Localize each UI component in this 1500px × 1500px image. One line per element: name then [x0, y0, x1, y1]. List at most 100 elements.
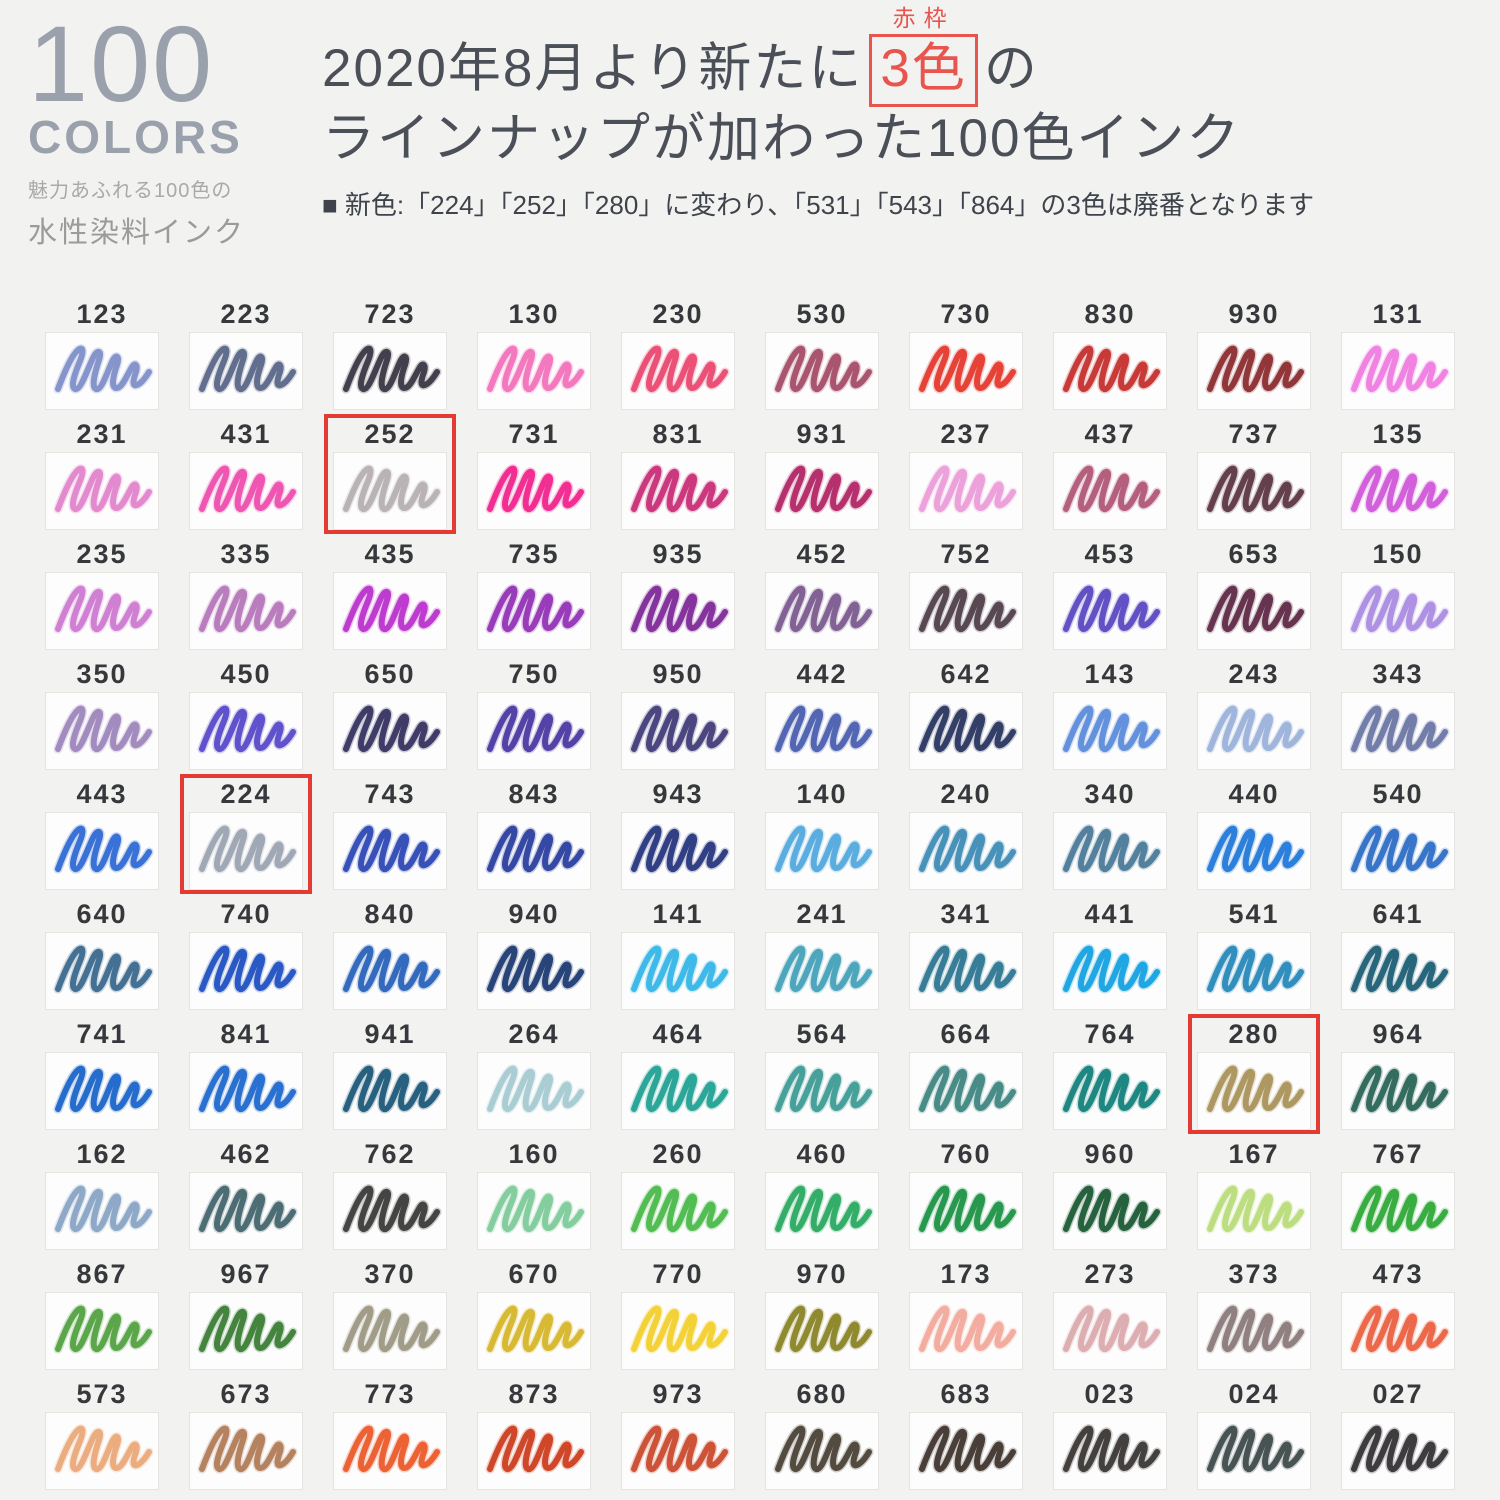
- ink-swatch: [909, 932, 1023, 1010]
- ink-number: 027: [1372, 1379, 1424, 1409]
- ink-number: 243: [1228, 659, 1280, 689]
- ink-swatch-cell: 167: [1182, 1138, 1326, 1258]
- ink-number: 964: [1372, 1019, 1424, 1049]
- ink-swatch: [1197, 1052, 1311, 1130]
- ink-number: 231: [76, 419, 128, 449]
- ink-number: 435: [364, 539, 416, 569]
- ink-swatch: [45, 332, 159, 410]
- ink-scribble: [53, 464, 154, 514]
- ink-number: 967: [220, 1259, 272, 1289]
- ink-swatch-cell: 530: [750, 298, 894, 418]
- ink-swatch-cell: 273: [1038, 1258, 1182, 1378]
- ink-scribble: [341, 584, 442, 634]
- ink-swatch: [1341, 1052, 1455, 1130]
- ink-swatch: [477, 1292, 591, 1370]
- ink-swatch-cell: 141: [606, 898, 750, 1018]
- highlight-wrap: 赤枠 3色: [869, 5, 978, 107]
- ink-swatch-cell: 830: [1038, 298, 1182, 418]
- ink-swatch: [333, 932, 447, 1010]
- highlight-3colors: 3色: [869, 34, 978, 107]
- ink-scribble: [917, 464, 1018, 514]
- ink-scribble: [485, 1064, 586, 1114]
- ink-swatch-cell: 731: [462, 418, 606, 538]
- ink-scribble: [53, 1424, 154, 1474]
- ink-swatch: [1053, 932, 1167, 1010]
- ink-scribble: [485, 704, 586, 754]
- ink-number: 464: [652, 1019, 704, 1049]
- ink-swatch: [621, 1172, 735, 1250]
- ink-swatch: [621, 692, 735, 770]
- ink-swatch: [1341, 572, 1455, 650]
- ink-scribble: [629, 704, 730, 754]
- ink-swatch-cell: 223: [174, 298, 318, 418]
- ink-scribble: [629, 1184, 730, 1234]
- ink-swatch: [189, 332, 303, 410]
- ink-swatch-cell: 752: [894, 538, 1038, 658]
- ink-number: 252: [364, 419, 416, 449]
- ink-swatch-cell: 024: [1182, 1378, 1326, 1498]
- ink-scribble: [1061, 704, 1162, 754]
- ink-swatch-cell: 973: [606, 1378, 750, 1498]
- ink-swatch-cell: 760: [894, 1138, 1038, 1258]
- ink-number: 130: [508, 299, 560, 329]
- ink-swatch-cell: 431: [174, 418, 318, 538]
- ink-swatch: [621, 812, 735, 890]
- ink-swatch-cell: 750: [462, 658, 606, 778]
- ink-swatch: [909, 1292, 1023, 1370]
- ink-swatch-cell: 741: [30, 1018, 174, 1138]
- ink-swatch-cell: 335: [174, 538, 318, 658]
- ink-swatch-cell: 173: [894, 1258, 1038, 1378]
- ink-swatch-cell: 443: [30, 778, 174, 898]
- ink-swatch: [765, 332, 879, 410]
- ink-swatch-cell: 341: [894, 898, 1038, 1018]
- ink-scribble: [1205, 944, 1306, 994]
- ink-swatch-cell: 930: [1182, 298, 1326, 418]
- ink-swatch: [1197, 1172, 1311, 1250]
- ink-swatch-cell: 437: [1038, 418, 1182, 538]
- ink-swatch-cell: 373: [1182, 1258, 1326, 1378]
- ink-number: 452: [796, 539, 848, 569]
- ink-swatch: [477, 812, 591, 890]
- ink-swatch: [909, 692, 1023, 770]
- ink-swatch-cell: 350: [30, 658, 174, 778]
- ink-scribble: [197, 464, 298, 514]
- ink-number: 440: [1228, 779, 1280, 809]
- ink-swatch: [45, 932, 159, 1010]
- ink-number: 767: [1372, 1139, 1424, 1169]
- ink-number: 335: [220, 539, 272, 569]
- ink-scribble: [485, 944, 586, 994]
- ink-swatch: [45, 1052, 159, 1130]
- ink-scribble: [629, 464, 730, 514]
- ink-swatch: [1053, 692, 1167, 770]
- ink-scribble: [629, 1064, 730, 1114]
- ink-swatch-cell: 160: [462, 1138, 606, 1258]
- ink-number: 143: [1084, 659, 1136, 689]
- ink-scribble: [1349, 584, 1450, 634]
- ink-swatch-cell: 162: [30, 1138, 174, 1258]
- ink-number: 541: [1228, 899, 1280, 929]
- brand-tagline-2: 水性染料インク: [28, 217, 246, 249]
- ink-swatch: [765, 1172, 879, 1250]
- ink-swatch: [477, 932, 591, 1010]
- ink-scribble: [485, 1304, 586, 1354]
- ink-swatch-cell: 540: [1326, 778, 1470, 898]
- ink-swatch-cell: 735: [462, 538, 606, 658]
- ink-swatch: [909, 1172, 1023, 1250]
- ink-number: 750: [508, 659, 560, 689]
- ink-number: 273: [1084, 1259, 1136, 1289]
- ink-number: 735: [508, 539, 560, 569]
- ink-number: 223: [220, 299, 272, 329]
- ink-swatch: [189, 1412, 303, 1490]
- ink-swatch: [1197, 1292, 1311, 1370]
- ink-number: 431: [220, 419, 272, 449]
- ink-swatch: [45, 1292, 159, 1370]
- ink-number: 743: [364, 779, 416, 809]
- ink-number: 943: [652, 779, 704, 809]
- ink-swatch: [477, 332, 591, 410]
- ink-number: 831: [652, 419, 704, 449]
- ink-scribble: [773, 1064, 874, 1114]
- headline-line-2: ラインナップが加わった100色インク: [322, 108, 1242, 168]
- ink-number: 830: [1084, 299, 1136, 329]
- ink-number: 443: [76, 779, 128, 809]
- ink-number: 770: [652, 1259, 704, 1289]
